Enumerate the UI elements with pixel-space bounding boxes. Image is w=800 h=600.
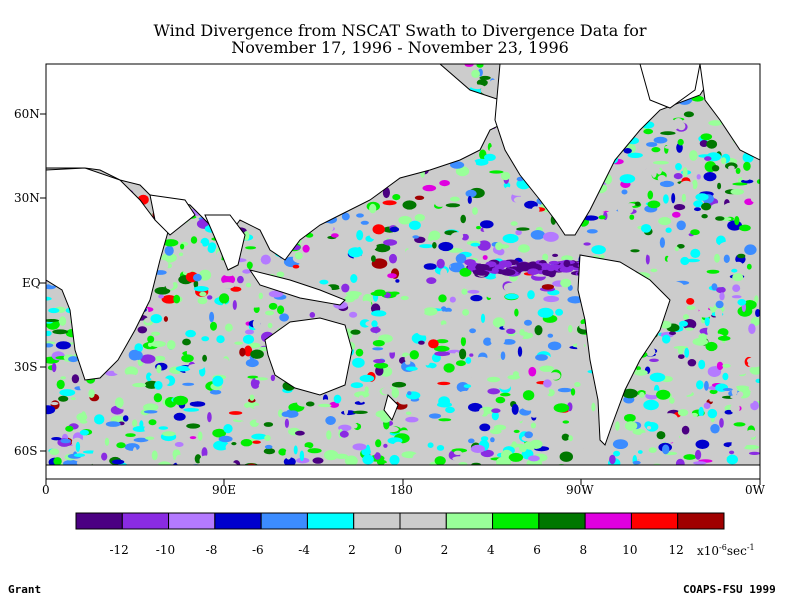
colorbar (75, 512, 725, 530)
footer-credit: COAPS-FSU 1999 (683, 583, 776, 596)
colorbar-tick-label: -12 (109, 543, 129, 557)
colorbar-tick-label: 6 (533, 543, 541, 557)
lat-label-30n: 30N (14, 191, 40, 205)
colorbar-tick-label: 4 (486, 543, 495, 557)
land-masses (46, 64, 760, 479)
south-america-landmass (577, 254, 671, 446)
map-title-line1: Wind Divergence from NSCAT Swath to Dive… (153, 21, 647, 40)
lon-label-0: 0 (42, 483, 50, 497)
colorbar-swatch (677, 512, 725, 530)
lat-label-60s: 60S (14, 444, 38, 458)
map-title-line2: November 17, 1996 - November 23, 1996 (231, 38, 569, 57)
colorbar-swatch (630, 512, 679, 530)
lon-label-90w: 90W (566, 483, 594, 497)
europe-wrap (699, 64, 760, 161)
lon-label-180: 180 (390, 483, 413, 497)
colorbar-swatch (538, 512, 586, 530)
india-landmass (204, 214, 246, 271)
eurasia-landmass (46, 64, 511, 261)
north-america-landmass (494, 64, 721, 236)
colorbar-tick-label: 8 (579, 543, 588, 557)
colorbar-swatch (445, 512, 494, 530)
colorbar-swatch (75, 512, 123, 530)
africa-landmass (46, 167, 171, 381)
colorbar-swatch (492, 512, 540, 530)
colorbar-tick-label: 10 (622, 543, 638, 557)
colorbar-swatch (584, 512, 632, 530)
lon-label-90e: 90E (212, 483, 237, 497)
colorbar-tick-label: 2 (348, 543, 356, 557)
colorbar-swatch (399, 512, 447, 530)
colorbar-swatch (121, 512, 170, 530)
indonesia-islands (248, 269, 346, 306)
antarctica (46, 464, 760, 479)
lat-label-30s: 30S (14, 360, 38, 374)
colorbar-tick-label: -10 (155, 543, 176, 557)
greenland (639, 64, 701, 109)
colorbar-swatch (214, 512, 262, 530)
arabia-landmass (149, 194, 196, 236)
lon-label-0w: 0W (745, 483, 765, 497)
colorbar-swatch (353, 512, 401, 530)
lat-label-60n: 60N (14, 107, 40, 121)
colorbar-tick-label: 2 (440, 543, 449, 557)
australia-landmass (264, 317, 353, 396)
lat-label-eq: EQ (22, 276, 41, 290)
new-zealand (383, 394, 399, 421)
footer-author: Grant (8, 583, 42, 596)
colorbar-unit: x10-6sec-1 (697, 543, 755, 558)
colorbar-swatch (168, 512, 216, 530)
colorbar-tick-label: -4 (298, 543, 310, 557)
colorbar-tick-label: -6 (251, 543, 264, 557)
colorbar-swatch (306, 512, 355, 530)
colorbar-tick-label: 0 (394, 543, 403, 557)
colorbar-tick-label: 12 (668, 543, 684, 557)
colorbar-tick-label: -8 (205, 543, 218, 557)
colorbar-swatch (260, 512, 308, 530)
